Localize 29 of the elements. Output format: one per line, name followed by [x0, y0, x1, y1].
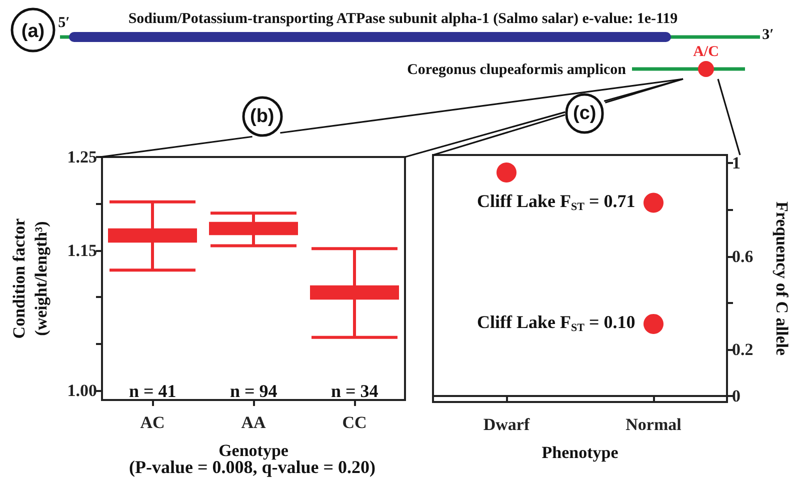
chart-title: (b) [250, 106, 274, 127]
x-tick-label: AC [140, 413, 165, 432]
annotation: n = 41 [129, 381, 176, 401]
x-tick-label: Dwarf [483, 415, 530, 434]
y-tick-label: 1.15 [67, 240, 97, 260]
y2-tick-label: 0 [732, 386, 740, 406]
x-axis-title: Phenotype [542, 443, 619, 462]
text: 5′ [58, 15, 70, 31]
x-tick-label: Normal [626, 415, 682, 434]
text: A/C [693, 44, 719, 60]
text: (a) [21, 21, 45, 42]
annotation: Cliff Lake F$_{ST}$ = 0.10 [477, 312, 636, 336]
y-axis-title: Condition factor (weight/length³) [10, 218, 50, 339]
y2-tick-label: 0.6 [732, 246, 754, 266]
y2-axis-title: Frequency of C allele [772, 201, 792, 356]
chart-title: (c) [573, 103, 596, 124]
x-tick-label: AA [241, 413, 266, 432]
annotation: n = 94 [230, 381, 278, 401]
x-tick-label: CC [342, 413, 367, 432]
annotation: Cliff Lake F$_{ST}$ = 0.71 [477, 191, 636, 215]
y-tick-label: 1.25 [67, 148, 97, 166]
text: 3′ [762, 27, 774, 43]
y-tick-label: 1.00 [67, 381, 97, 400]
y2-tick-label: 0.2 [732, 340, 754, 360]
x-axis-title: Genotype [218, 441, 289, 460]
text: Coregonus clupeaformis amplicon [407, 62, 627, 78]
text: Sodium/Potassium-transporting ATPase subunit alpha-1 (Salmo salar) e-value: 1e-119 [128, 11, 678, 27]
annotation: n = 34 [331, 381, 378, 401]
y2-tick-label: 1 [732, 154, 740, 173]
